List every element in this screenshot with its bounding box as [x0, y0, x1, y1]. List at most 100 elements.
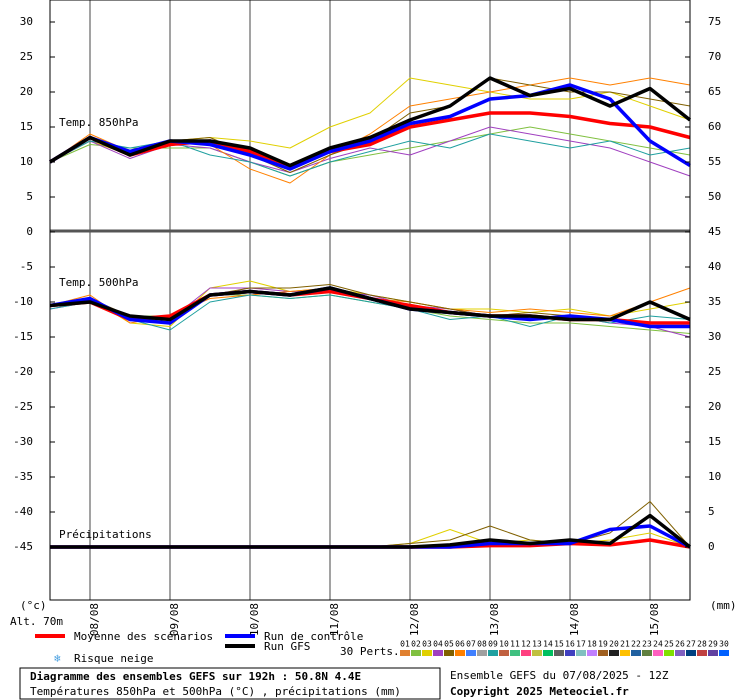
- legend: Moyenne des scénarios Run de contrôleRun …: [35, 630, 729, 656]
- perturbation-swatch: [609, 650, 619, 656]
- perturbation-swatch: [444, 650, 454, 656]
- y2-tick-label: 20: [708, 400, 721, 413]
- perturbation-label: 05: [444, 640, 454, 649]
- perturbation-label: 18: [587, 640, 597, 649]
- perturbation-label: 17: [576, 640, 586, 649]
- perturbation-swatch: [686, 650, 696, 656]
- y-axis-label: (°c): [20, 599, 47, 612]
- perturbation-label: 26: [675, 640, 685, 649]
- perturbation-label: 20: [609, 640, 619, 649]
- y2-tick-label: 70: [708, 50, 721, 63]
- y-tick-label: -5: [20, 260, 33, 273]
- y-tick-label: -15: [13, 330, 33, 343]
- perturbation-swatch: [433, 650, 443, 656]
- y-tick-label: -30: [13, 435, 33, 448]
- y2-tick-label: 55: [708, 155, 721, 168]
- x-tick-label: 11/08: [328, 603, 341, 636]
- plot-frame: [49, 0, 691, 601]
- perturbation-label: 15: [554, 640, 564, 649]
- y2-tick-label: 25: [708, 365, 721, 378]
- perturbation-swatch: [576, 650, 586, 656]
- panel-label: Temp. 850hPa: [59, 116, 138, 129]
- footer-subtitle: Températures 850hPa et 500hPa (°C) , pré…: [30, 685, 401, 698]
- perturbation-label: 23: [642, 640, 652, 649]
- y-tick-label: 25: [20, 50, 33, 63]
- perturbation-swatch: [620, 650, 630, 656]
- y-tick-label: -10: [13, 295, 33, 308]
- perturbation-label: 14: [543, 640, 553, 649]
- perturbation-label: 04: [433, 640, 443, 649]
- perturbation-swatch: [587, 650, 597, 656]
- perturbation-swatch: [532, 650, 542, 656]
- y2-tick-label: 35: [708, 295, 721, 308]
- perturbation-label: 13: [532, 640, 542, 649]
- perturbation-label: 28: [697, 640, 707, 649]
- series-line: [49, 286, 691, 322]
- footer-box: [19, 667, 441, 700]
- perturbation-swatch: [708, 650, 718, 656]
- altitude: Alt. 70m: [10, 615, 63, 628]
- perturbation-swatch: [543, 650, 553, 656]
- perturbation-swatch: [488, 650, 498, 656]
- perturbation-swatch: [477, 650, 487, 656]
- perturbation-label: 22: [631, 640, 641, 649]
- x-tick-label: 13/08: [488, 603, 501, 636]
- y2-tick-label: 60: [708, 120, 721, 133]
- perturbation-swatch: [466, 650, 476, 656]
- series-line: [50, 513, 692, 549]
- y-tick-label: 5: [26, 190, 33, 203]
- x-tick-label: 08/08: [88, 603, 101, 636]
- perturbation-swatch: [521, 650, 531, 656]
- y2-tick-label: 10: [708, 470, 721, 483]
- panel-label: Précipitations: [59, 528, 152, 541]
- perturbation-label: 19: [598, 640, 608, 649]
- x-tick-label: 09/08: [168, 603, 181, 636]
- lines: [49, 76, 692, 549]
- x-tick-label: 10/08: [248, 603, 261, 636]
- perturbation-label: 12: [521, 640, 531, 649]
- perturbation-swatch: [642, 650, 652, 656]
- perturbation-label: 07: [466, 640, 476, 649]
- y2-tick-label: 75: [708, 15, 721, 28]
- y2-tick-label: 5: [708, 505, 715, 518]
- perturbation-swatch: [422, 650, 432, 656]
- series-line: [49, 76, 692, 168]
- x-tick-label: 15/08: [648, 603, 661, 636]
- perturbation-label: 01: [400, 640, 410, 649]
- perturbation-swatch: [499, 650, 509, 656]
- y-tick-label: 30: [20, 15, 33, 28]
- y-tick-label: -25: [13, 400, 33, 413]
- perturbation-swatch: [719, 650, 729, 656]
- y-tick-label: -40: [13, 505, 33, 518]
- perturbation-label: 02: [411, 640, 421, 649]
- panel-label: Temp. 500hPa: [59, 276, 138, 289]
- perturbation-label: 21: [620, 640, 630, 649]
- perturbation-label: 11: [510, 640, 520, 649]
- perturbation-swatch: [510, 650, 520, 656]
- perturbation-label: 10: [499, 640, 509, 649]
- y2-tick-label: 65: [708, 85, 721, 98]
- y-tick-label: 20: [20, 85, 33, 98]
- y2-axis-label: (mm): [710, 599, 737, 612]
- perturbation-swatch: [400, 650, 410, 656]
- legend-label: Run GFS: [264, 640, 310, 653]
- perturbation-label: 09: [488, 640, 498, 649]
- y-tick-label: 0: [26, 225, 33, 238]
- y-tick-label: -20: [13, 365, 33, 378]
- perturbation-swatch: [554, 650, 564, 656]
- perturbation-label: 24: [653, 640, 663, 649]
- perturbation-label: 08: [477, 640, 487, 649]
- perturbation-swatch: [411, 650, 421, 656]
- perturbation-label: 29: [708, 640, 718, 649]
- legend-label: Run de contrôle: [264, 630, 363, 643]
- y2-tick-label: 40: [708, 260, 721, 273]
- y2-tick-label: 30: [708, 330, 721, 343]
- y2-tick-label: 15: [708, 435, 721, 448]
- perturbation-label: 06: [455, 640, 465, 649]
- perturbation-swatch: [455, 650, 465, 656]
- y-tick-label: -35: [13, 470, 33, 483]
- y2-tick-label: 45: [708, 225, 721, 238]
- footer-title: Diagramme des ensembles GEFS sur 192h : …: [30, 670, 361, 683]
